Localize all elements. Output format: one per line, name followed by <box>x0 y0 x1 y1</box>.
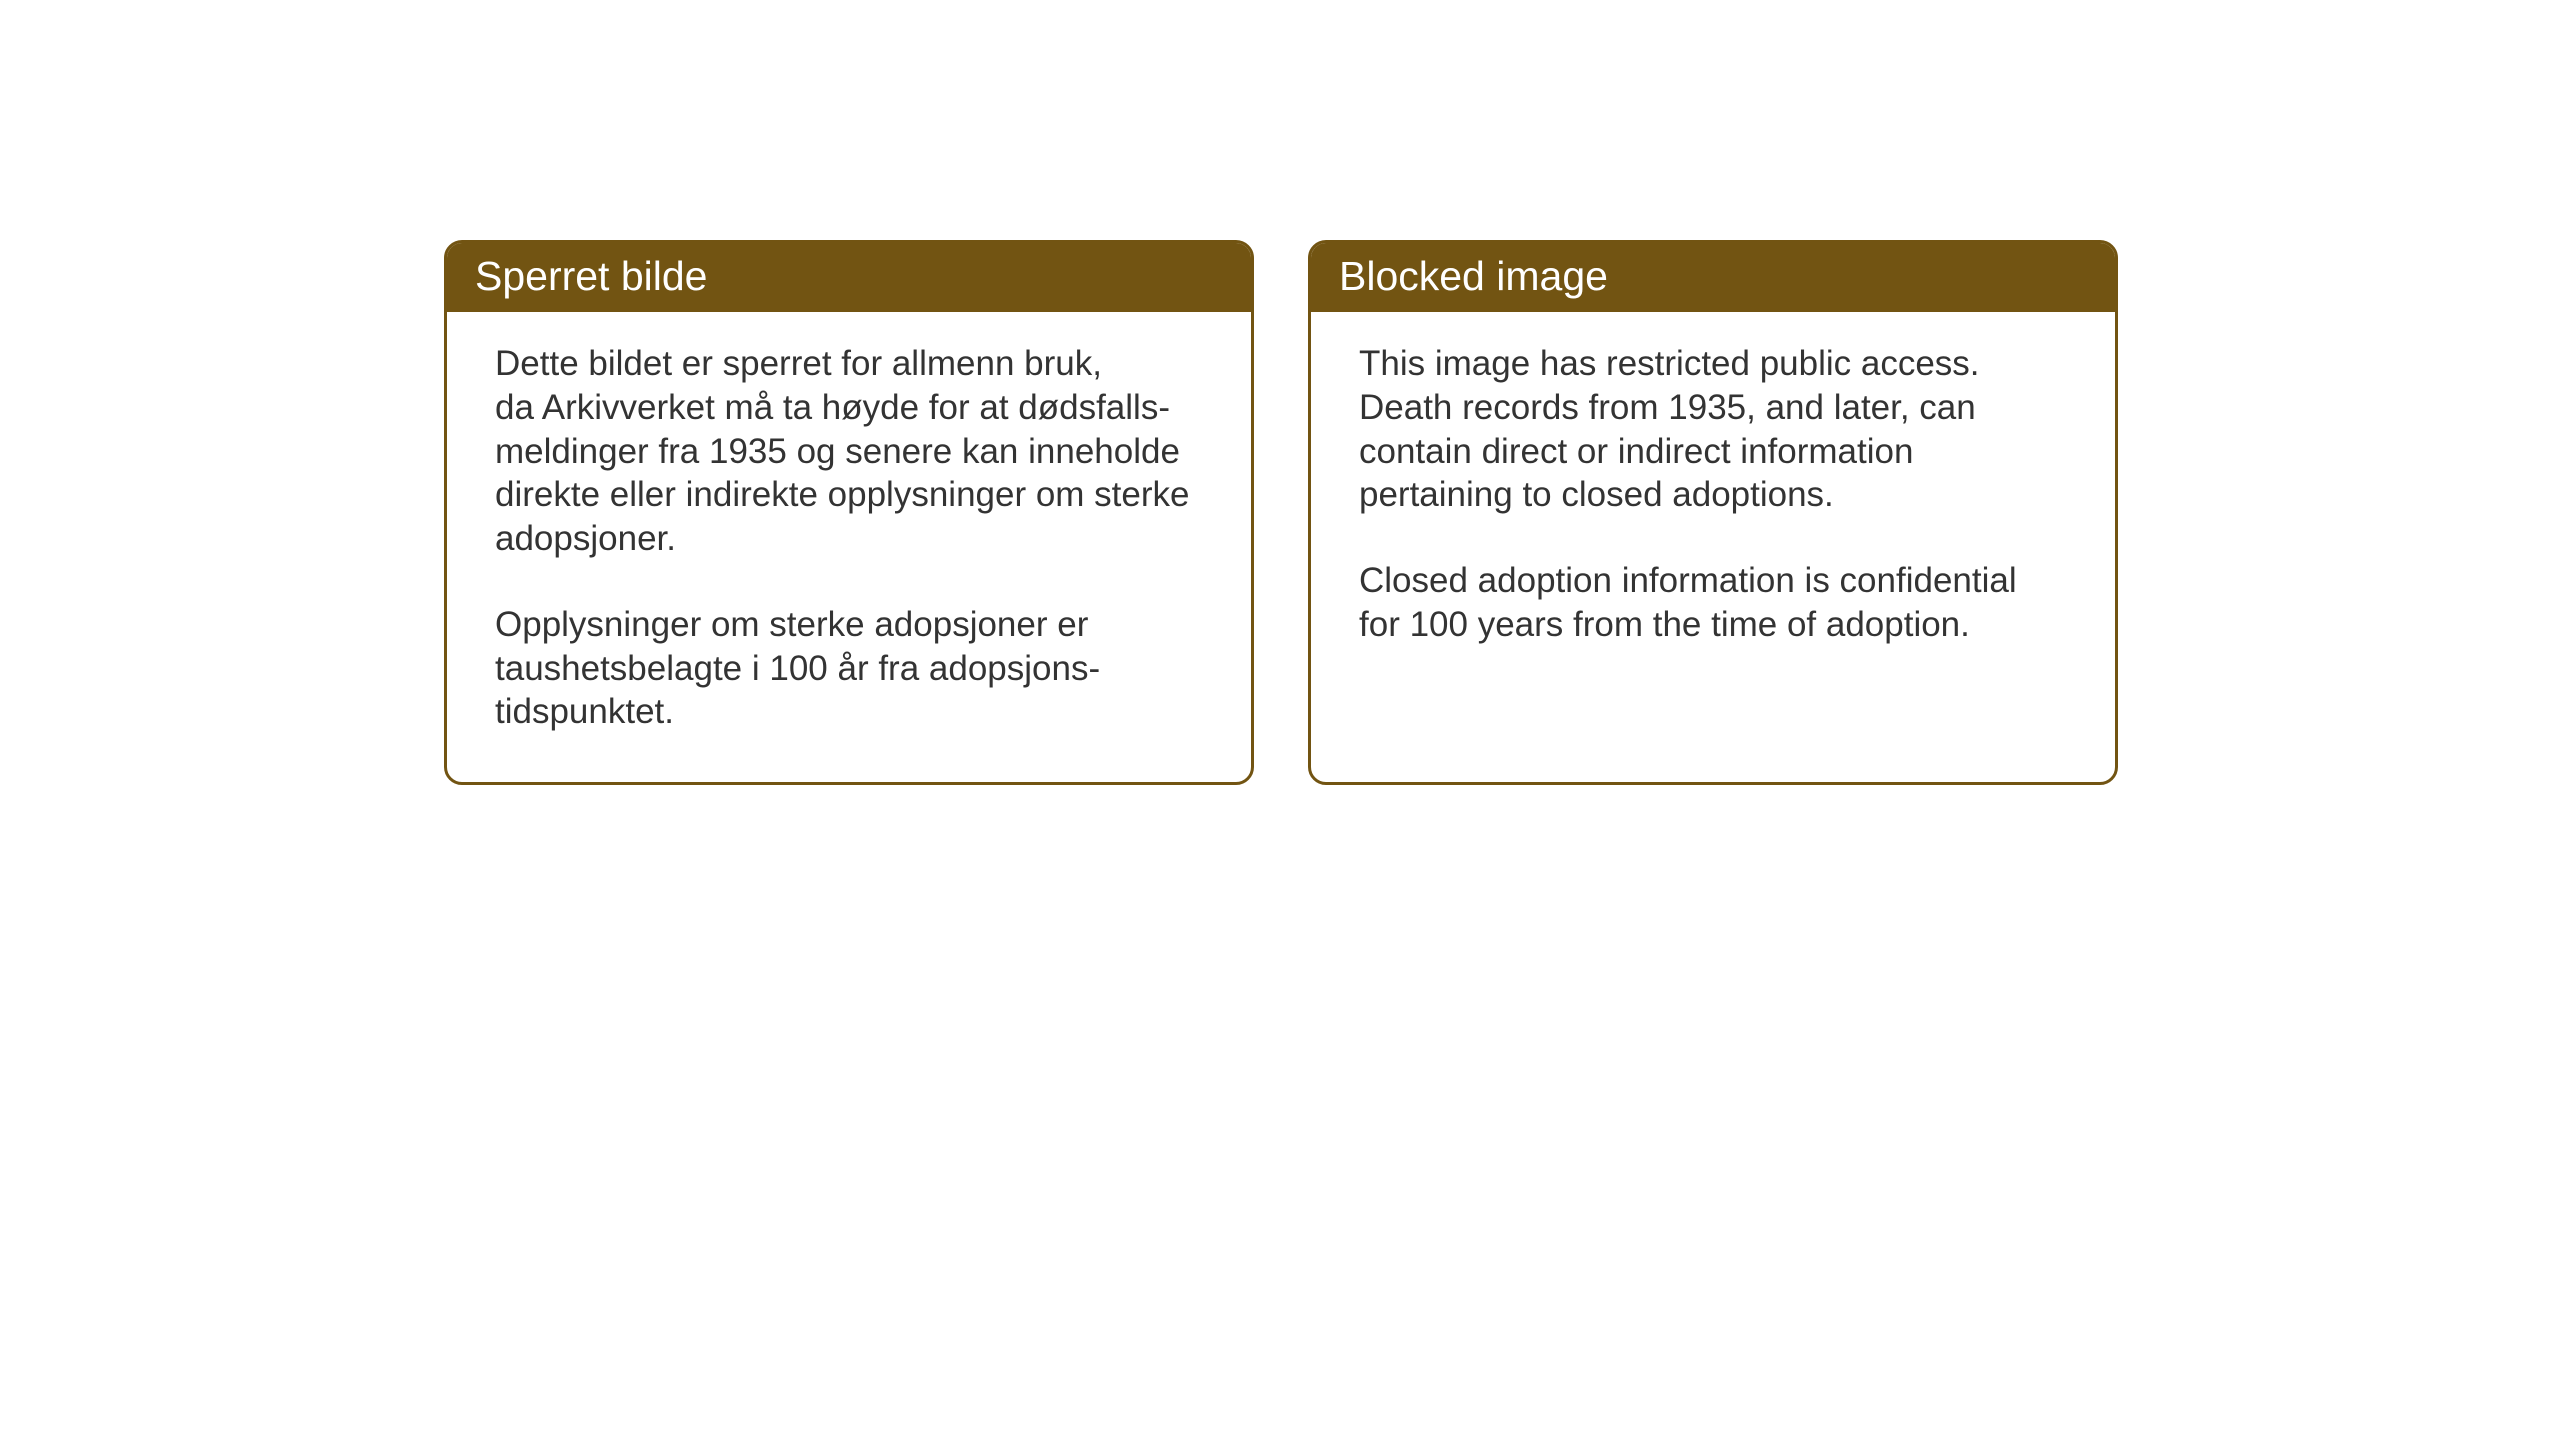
info-paragraph-1: This image has restricted public access.… <box>1359 342 2067 517</box>
info-box-english: Blocked image This image has restricted … <box>1308 240 2118 785</box>
info-paragraph-2: Opplysninger om sterke adopsjoner er tau… <box>495 603 1203 734</box>
info-paragraph-1: Dette bildet er sperret for allmenn bruk… <box>495 342 1203 561</box>
info-box-header: Sperret bilde <box>447 243 1251 312</box>
info-box-body: Dette bildet er sperret for allmenn bruk… <box>447 312 1251 782</box>
info-paragraph-2: Closed adoption information is confident… <box>1359 559 2067 647</box>
info-box-container: Sperret bilde Dette bildet er sperret fo… <box>444 240 2118 785</box>
info-box-norwegian: Sperret bilde Dette bildet er sperret fo… <box>444 240 1254 785</box>
info-box-body: This image has restricted public access.… <box>1311 312 2115 762</box>
info-box-header: Blocked image <box>1311 243 2115 312</box>
